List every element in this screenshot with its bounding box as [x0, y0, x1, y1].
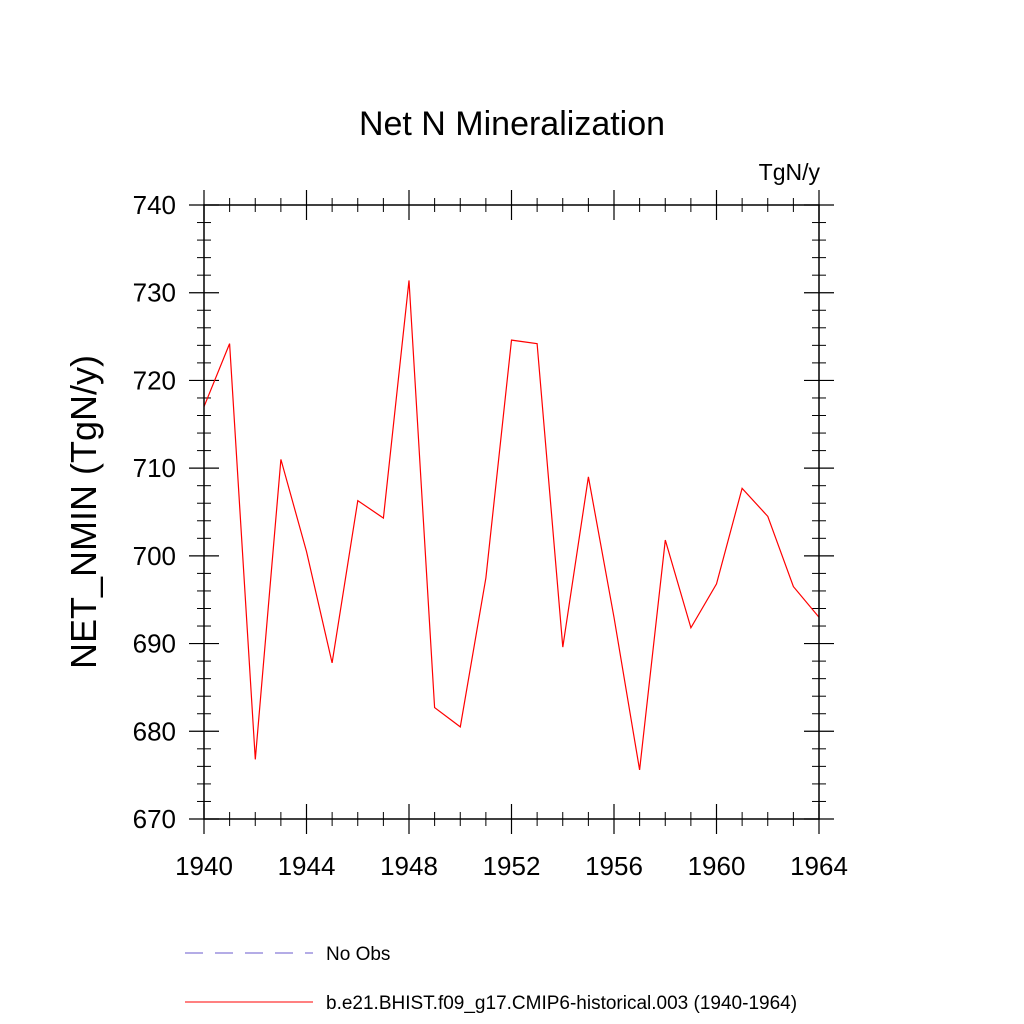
legend-label-no-obs: No Obs [326, 944, 390, 965]
x-tick-label: 1956 [585, 851, 643, 881]
minor-ticks [197, 198, 826, 826]
chart-title: Net N Mineralization [359, 105, 665, 143]
y-axis-label: NET_NMIN (TgN/y) [63, 355, 104, 669]
y-tick-label: 690 [133, 629, 176, 659]
y-tick-labels: 670 680 690 700 710 720 730 740 [133, 190, 176, 834]
plot-frame [203, 204, 820, 820]
series-line-historical [203, 280, 820, 770]
x-tick-label: 1952 [483, 851, 541, 881]
y-tick-label: 720 [133, 365, 176, 395]
series-layer [203, 280, 820, 770]
x-tick-label: 1940 [175, 851, 233, 881]
major-ticks [189, 190, 834, 834]
x-tick-label: 1944 [278, 851, 336, 881]
units-label: TgN/y [759, 159, 821, 185]
y-tick-label: 680 [133, 716, 176, 746]
y-tick-label: 730 [133, 278, 176, 308]
x-tick-label: 1960 [688, 851, 746, 881]
legend-label-historical: b.e21.BHIST.f09_g17.CMIP6-historical.003… [326, 993, 797, 1014]
y-tick-label: 700 [133, 541, 176, 571]
y-tick-label: 740 [133, 190, 176, 220]
legend: No Obs b.e21.BHIST.f09_g17.CMIP6-histori… [185, 944, 797, 1014]
y-tick-label: 710 [133, 453, 176, 483]
x-tick-label: 1948 [380, 851, 438, 881]
y-tick-label: 670 [133, 804, 176, 834]
x-tick-label: 1964 [790, 851, 848, 881]
x-tick-labels: 1940 1944 1948 1952 1956 1960 1964 [175, 851, 848, 881]
